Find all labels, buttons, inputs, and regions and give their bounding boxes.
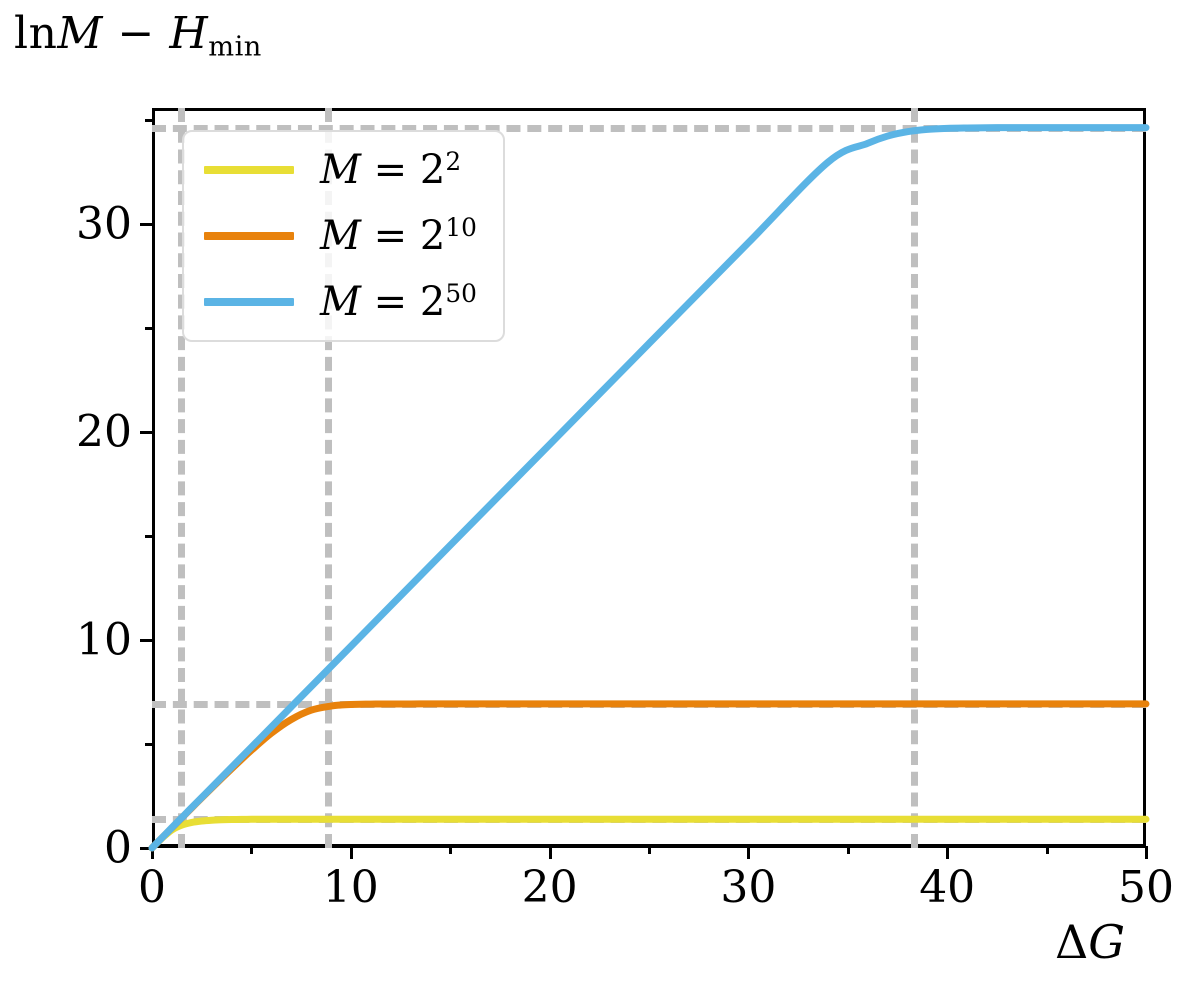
x-tick-major-5	[1145, 846, 1148, 859]
x-tick-label-0: 0	[138, 862, 166, 913]
y-tick-minor-3	[145, 119, 154, 123]
x-tick-major-4	[946, 846, 950, 859]
legend: M = 22 M = 210 M = 250	[182, 130, 505, 342]
reference-line-horizontal-2	[152, 124, 1146, 132]
x-tick-label-2: 20	[521, 862, 578, 913]
y-tick-label-0: 0	[104, 822, 132, 874]
curve-series-2	[148, 124, 1150, 852]
y-tick-major-1	[140, 639, 154, 643]
x-tick-major-3	[747, 846, 751, 859]
y-tick-major-0	[140, 847, 154, 850]
y-tick-label-2: 20	[76, 406, 132, 458]
legend-swatch-0	[204, 166, 294, 174]
x-tick-label-3: 30	[720, 862, 777, 913]
legend-label-2: M = 250	[320, 279, 477, 325]
x-tick-major-0	[151, 846, 154, 859]
legend-entry-1[interactable]: M = 210	[204, 213, 477, 259]
y-tick-label-3: 30	[76, 198, 132, 250]
x-axis-label-delta: Δ	[1055, 915, 1089, 969]
x-tick-label-1: 10	[322, 862, 379, 913]
y-tick-label-1: 10	[76, 614, 132, 666]
x-tick-major-1	[349, 846, 353, 859]
data-curves	[148, 124, 1150, 852]
y-axis-label-ln: ln	[14, 8, 58, 59]
legend-label-1: M = 210	[320, 213, 477, 259]
curve-series-0	[148, 815, 1150, 852]
y-tick-minor-0	[145, 743, 154, 747]
y-axis-label: lnM − Hmin	[14, 8, 262, 63]
x-tick-major-2	[548, 846, 552, 859]
legend-entry-0[interactable]: M = 22	[204, 147, 477, 193]
x-tick-minor-1	[449, 846, 453, 854]
plot-area: M = 22 M = 210 M = 250	[140, 108, 1150, 859]
reference-line-vertical-1	[324, 108, 332, 848]
y-axis-label-subscript: min	[208, 31, 262, 63]
reference-line-vertical-2	[911, 108, 919, 848]
y-tick-minor-1	[145, 535, 154, 539]
x-tick-minor-4	[1045, 846, 1049, 854]
axis-spine-left	[152, 108, 155, 848]
x-tick-minor-3	[846, 846, 850, 854]
curve-series-1	[148, 700, 1150, 852]
x-tick-minor-0	[250, 846, 254, 854]
x-tick-minor-2	[648, 846, 651, 854]
legend-swatch-2	[204, 298, 294, 306]
x-tick-label-5: 50	[1118, 862, 1174, 913]
y-axis-label-minus: −	[117, 8, 155, 59]
x-tick-label-4: 40	[919, 862, 976, 913]
x-axis-label: ΔG	[1055, 915, 1125, 969]
legend-swatch-1	[204, 232, 294, 240]
legend-entry-2[interactable]: M = 250	[204, 279, 477, 325]
y-tick-major-3	[140, 223, 154, 227]
axis-spine-top	[152, 108, 1146, 111]
x-axis-label-G: G	[1088, 915, 1125, 969]
axis-spine-right	[1143, 108, 1146, 848]
reference-line-vertical-0	[177, 108, 185, 848]
y-tick-minor-2	[145, 327, 154, 331]
legend-label-0: M = 22	[320, 147, 462, 193]
y-axis-label-M: M	[57, 8, 103, 59]
y-axis-label-H: H	[169, 8, 209, 59]
y-tick-major-2	[140, 431, 154, 435]
